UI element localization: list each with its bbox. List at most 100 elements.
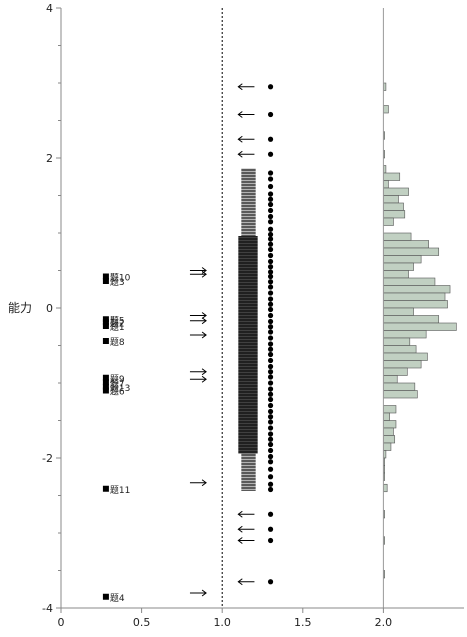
person-dot: [267, 258, 274, 265]
person-dot: [267, 419, 274, 425]
person-dot: [267, 357, 274, 364]
person-dot: [267, 231, 274, 238]
left-arrow-head: [237, 537, 243, 544]
person-dot: [267, 84, 274, 90]
person-dot: [267, 226, 274, 232]
person-dot: [267, 246, 274, 253]
histogram-bar: [383, 390, 418, 399]
person-dot: [267, 402, 274, 409]
person-dot: [267, 459, 274, 465]
histogram-bar: [383, 330, 427, 339]
person-dot: [267, 136, 274, 142]
histogram-bar: [383, 105, 389, 114]
person-dot: [267, 196, 274, 202]
item-marker: [102, 278, 109, 284]
item-marker: [102, 379, 109, 386]
y-tick-label: 4: [46, 2, 53, 15]
reference-layer: [221, 8, 384, 608]
histogram-bar: [383, 292, 446, 301]
histogram-bar: [383, 217, 394, 226]
person-dot: [267, 290, 274, 296]
person-dot: [267, 335, 274, 341]
person-dot: [267, 441, 274, 448]
right-arrow-head: [201, 270, 207, 278]
histogram-bar: [383, 360, 422, 369]
item-marker: [102, 485, 109, 492]
item-label: 题4: [110, 593, 125, 604]
histogram-bar: [383, 240, 429, 249]
y-axis-label: 能力: [8, 301, 32, 315]
left-arrow-head: [237, 83, 243, 91]
histogram-bar: [383, 345, 417, 354]
person-dot: [267, 396, 274, 403]
item-label: 题5: [110, 315, 125, 326]
right-arrow-head: [201, 312, 207, 319]
person-dot: [267, 236, 274, 242]
person-dot: [267, 431, 274, 437]
item-marker: [102, 383, 109, 390]
histogram-bar: [383, 412, 390, 421]
right-arrow-head: [201, 331, 207, 339]
person-dot: [267, 414, 274, 420]
person-dot: [267, 369, 274, 375]
histogram-bar: [383, 483, 388, 493]
item-marker: [102, 338, 109, 344]
person-dot: [267, 511, 274, 517]
person-dot: [267, 111, 274, 118]
person-dot: [267, 447, 274, 454]
item-label: 题11: [110, 485, 130, 496]
histogram-bar: [383, 405, 397, 414]
x-tick-label: 0: [58, 616, 65, 629]
person-dot: [267, 481, 274, 487]
person-dot: [267, 391, 274, 397]
x-tick-label: 1.0: [213, 616, 231, 629]
person-dot: [267, 363, 274, 370]
right-arrow-head: [201, 375, 207, 383]
histogram-bar: [383, 300, 448, 309]
histogram-bar: [383, 277, 436, 286]
histogram-bar: [383, 195, 399, 204]
person-dot: [267, 301, 274, 307]
item-label: 题7: [110, 378, 125, 389]
histogram-bar: [383, 442, 392, 451]
histogram-bar: [383, 435, 396, 444]
person-dot: [267, 318, 274, 325]
person-dot: [267, 466, 274, 472]
person-dot: [267, 207, 274, 214]
item-label: 题8: [110, 337, 125, 348]
item-label: 题1: [110, 322, 125, 333]
item-marker: [102, 374, 109, 381]
histogram-bar: [383, 382, 416, 391]
right-arrow-head: [201, 479, 207, 487]
left-arrow-head: [237, 578, 243, 586]
left-arrow-head: [237, 150, 243, 158]
person-dot: [267, 474, 274, 480]
histogram-bar: [383, 315, 440, 324]
y-tick-label: 0: [46, 302, 53, 315]
person-dot: [267, 453, 274, 460]
item-marker: [102, 273, 109, 280]
person-dot: [267, 241, 274, 247]
left-arrow-head: [237, 111, 243, 118]
person-dot: [267, 176, 274, 182]
item-marker: [102, 593, 109, 600]
person-dot: [267, 351, 274, 358]
person-dot: [267, 537, 274, 544]
person-dot: [267, 329, 274, 335]
person-dot: [267, 279, 274, 285]
item-label: 题3: [110, 277, 125, 288]
histogram-bar: [383, 247, 440, 256]
histogram-bar: [383, 420, 397, 429]
person-dot: [267, 264, 274, 270]
person-dot: [267, 183, 274, 190]
histogram-bar: [383, 202, 404, 211]
person-dot: [267, 386, 274, 392]
item-label: 题10: [110, 273, 131, 284]
y-tick-label: -4: [42, 602, 53, 615]
person-dot: [267, 219, 274, 225]
histogram-bar: [383, 322, 457, 331]
person-dot: [267, 346, 274, 352]
person-dot: [267, 269, 274, 275]
histogram-bar: [383, 187, 409, 196]
